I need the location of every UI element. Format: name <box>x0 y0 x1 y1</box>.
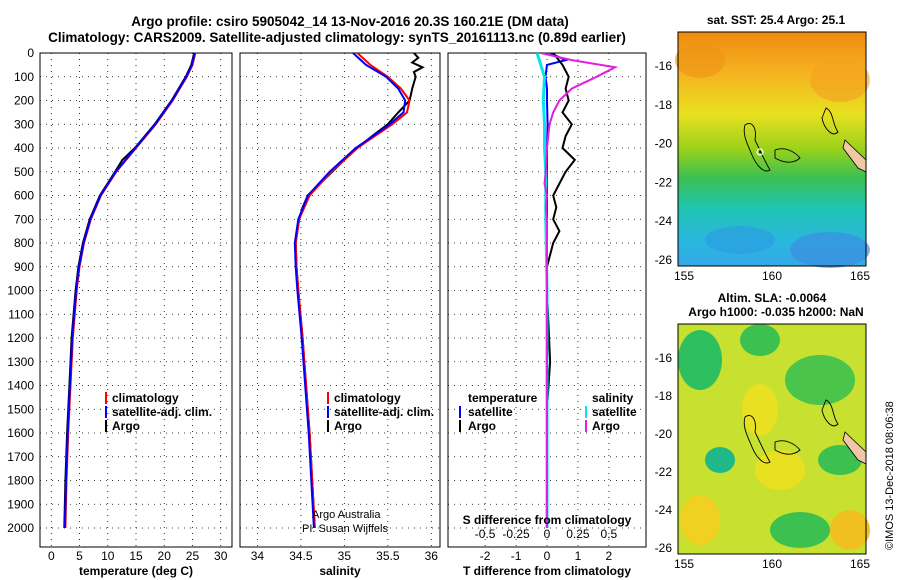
x-tick-label: 0 <box>48 549 55 563</box>
depth-tick-label: 500 <box>14 165 34 179</box>
map-lat-label: -22 <box>655 465 673 479</box>
map-lon-label: 160 <box>762 557 782 571</box>
legend-t-sat: satellite-adj. clim. <box>112 405 212 419</box>
x-tick-label: 34.5 <box>289 549 313 563</box>
depth-tick-label: 1900 <box>7 497 34 511</box>
legend-salinity-title: salinity <box>592 391 634 405</box>
map-lat-label: -16 <box>655 59 673 73</box>
s-diff-tick-label: 0 <box>544 527 551 541</box>
s-diff-tick-label: 0.5 <box>601 527 618 541</box>
x-tick-label: 5 <box>76 549 83 563</box>
salinity-xlabel: salinity <box>319 564 361 578</box>
s-diff-tick-label: -0.25 <box>502 527 530 541</box>
depth-tick-label: 1200 <box>7 331 34 345</box>
map-lon-label: 165 <box>850 557 870 571</box>
depth-tick-label: 100 <box>14 70 34 84</box>
difference-legend: temperature satellite Argo salinity sate… <box>459 391 637 433</box>
x-tick-label: 25 <box>186 549 200 563</box>
map-lat-label: -24 <box>655 214 673 228</box>
series-line-satellite-adj-clim- <box>293 53 407 529</box>
header-line2: Climatology: CARS2009. Satellite-adjuste… <box>48 30 626 45</box>
sst-map <box>675 31 870 268</box>
map-lat-label: -18 <box>655 389 673 403</box>
map-lon-label: 155 <box>674 269 694 283</box>
depth-tick-label: 400 <box>14 141 34 155</box>
difference-xlabel: T difference from climatology <box>463 564 631 578</box>
temperature-xlabel: temperature (deg C) <box>79 564 193 578</box>
temperature-legend: climatology satellite-adj. clim. Argo <box>105 391 212 433</box>
map-lat-label: -20 <box>655 137 673 151</box>
depth-tick-label: 200 <box>14 94 34 108</box>
legend-s-argo: Argo <box>334 419 362 433</box>
x-tick-label: 35.5 <box>376 549 400 563</box>
x-tick-label: 20 <box>158 549 172 563</box>
legend-d-s-sat: satellite <box>592 405 637 419</box>
sla-map-title1: Altim. SLA: -0.0064 <box>718 291 827 305</box>
depth-tick-label: 2000 <box>7 521 34 535</box>
s-diff-tick-label: -0.5 <box>475 527 496 541</box>
legend-temperature-title: temperature <box>468 391 538 405</box>
series-line-argo <box>63 53 196 529</box>
legend-d-t-argo: Argo <box>468 419 496 433</box>
x-tick-label: -1 <box>511 549 522 563</box>
map-lat-label: -26 <box>655 253 673 267</box>
diff-line-s-argo <box>540 53 619 528</box>
depth-tick-label: 0 <box>27 46 34 60</box>
s-difference-xlabel: S difference from climatology <box>463 513 632 527</box>
x-tick-label: 35 <box>338 549 352 563</box>
depth-tick-label: 700 <box>14 212 34 226</box>
depth-tick-label: 1400 <box>7 379 34 393</box>
series-line-argo <box>294 53 425 529</box>
x-tick-label: -2 <box>480 549 491 563</box>
map-lat-label: -26 <box>655 541 673 555</box>
map-lon-label: 160 <box>762 269 782 283</box>
legend-d-t-sat: satellite <box>468 405 513 419</box>
map-lat-label: -18 <box>655 98 673 112</box>
series-line-satellite-adj-clim- <box>63 53 196 529</box>
map-lat-label: -20 <box>655 427 673 441</box>
x-tick-label: 2 <box>606 549 613 563</box>
x-tick-label: 0 <box>544 549 551 563</box>
map-lat-label: -24 <box>655 503 673 517</box>
legend-d-s-argo: Argo <box>592 419 620 433</box>
legend-s-clim: climatology <box>334 391 401 405</box>
legend-s-sat: satellite-adj. clim. <box>334 405 434 419</box>
depth-tick-label: 1700 <box>7 450 34 464</box>
depth-tick-label: 1500 <box>7 402 34 416</box>
salinity-legend: climatology satellite-adj. clim. Argo <box>327 391 434 433</box>
depth-tick-label: 1000 <box>7 284 34 298</box>
sla-map-title2: Argo h1000: -0.035 h2000: NaN <box>688 305 863 319</box>
depth-tick-label: 900 <box>14 260 34 274</box>
map-lat-label: -16 <box>655 351 673 365</box>
map-lon-label: 165 <box>850 269 870 283</box>
depth-tick-label: 1100 <box>8 307 34 321</box>
salinity-panel <box>239 52 441 548</box>
sla-map <box>677 323 870 555</box>
x-tick-label: 10 <box>101 549 115 563</box>
s-diff-tick-label: 0.25 <box>566 527 590 541</box>
credit-line1: Argo Australia <box>312 509 381 521</box>
map-lon-label: 155 <box>674 557 694 571</box>
legend-t-argo: Argo <box>112 419 140 433</box>
x-tick-label: 36 <box>425 549 439 563</box>
depth-tick-label: 1300 <box>7 355 34 369</box>
sst-map-title: sat. SST: 25.4 Argo: 25.1 <box>707 13 846 27</box>
imos-timestamp: ©IMOS 13-Dec-2018 08:06:38 <box>884 401 896 550</box>
x-tick-label: 1 <box>575 549 582 563</box>
depth-tick-label: 300 <box>14 117 34 131</box>
depth-tick-label: 1600 <box>7 426 34 440</box>
header-line1: Argo profile: csiro 5905042_14 13-Nov-20… <box>131 14 568 29</box>
depth-tick-label: 1800 <box>7 474 34 488</box>
x-tick-label: 34 <box>251 549 265 563</box>
diff-line-t-argo <box>546 53 577 528</box>
map-lat-label: -22 <box>655 175 673 189</box>
depth-tick-label: 600 <box>14 189 34 203</box>
x-tick-label: 30 <box>214 549 228 563</box>
legend-t-clim: climatology <box>112 391 179 405</box>
x-tick-label: 15 <box>129 549 143 563</box>
depth-tick-label: 800 <box>14 236 34 250</box>
credit-line2: PI: Susan Wijffels <box>302 523 388 535</box>
